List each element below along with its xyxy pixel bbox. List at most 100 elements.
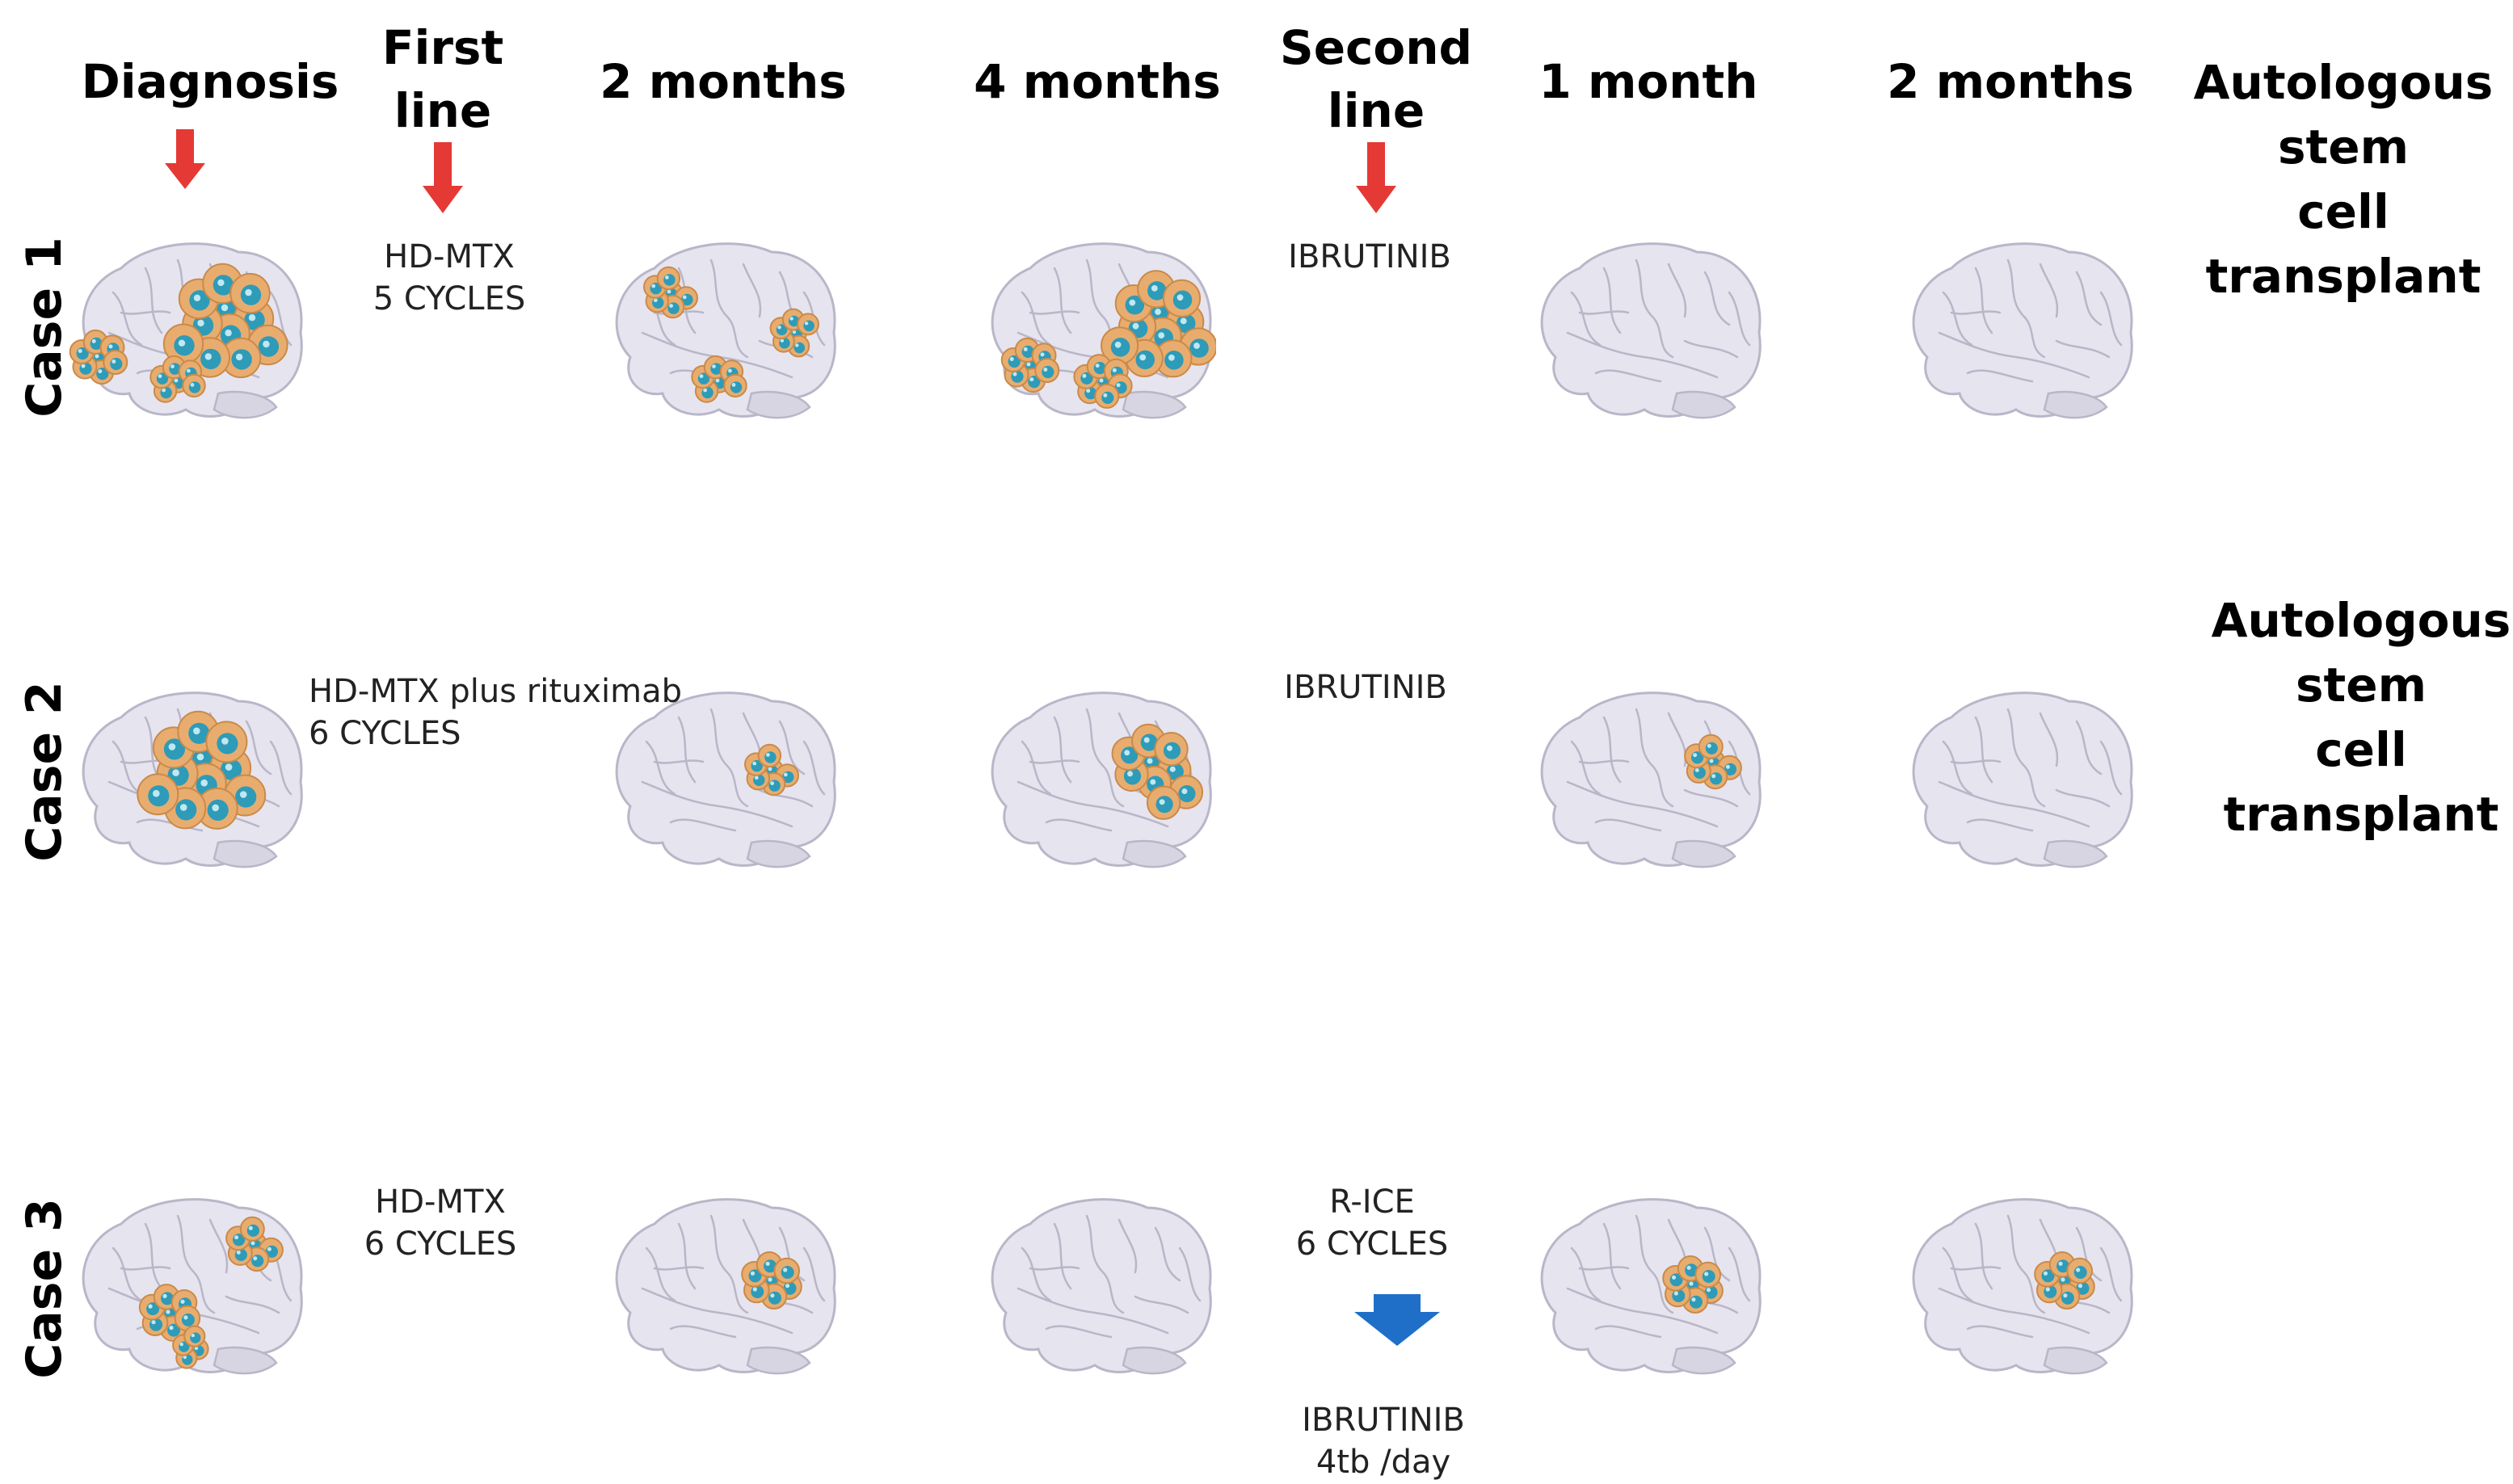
brain-case-1-timepoint-4-icon — [1540, 242, 1762, 419]
cerebellum — [213, 1346, 278, 1375]
sulcus-line — [1594, 1325, 1662, 1339]
brain-case-3-timepoint-5-icon — [1912, 1198, 2133, 1375]
sulcus-line — [269, 291, 293, 347]
tumor-cell — [2066, 1257, 2093, 1284]
sulcus-line — [245, 720, 272, 776]
tumor-cell — [239, 1216, 265, 1242]
header-4-months: 4 months — [974, 54, 1221, 109]
sulcus-line — [1974, 1222, 1993, 1290]
sulcus-line — [677, 1222, 697, 1290]
sulcus-line — [709, 259, 749, 359]
sulcus-line — [2039, 712, 2059, 767]
brain-case-3-timepoint-4-icon — [1540, 1198, 1762, 1375]
brain-case-1-timepoint-3-icon — [991, 242, 1216, 419]
sulcus-line — [176, 1214, 216, 1314]
cerebellum — [2043, 839, 2108, 868]
sulcus-line — [1566, 1287, 1719, 1335]
cerebellum — [2043, 1346, 2108, 1375]
tumor-cell — [220, 337, 262, 379]
red-arrow-first-line-icon — [423, 142, 463, 213]
header-second-line-2: line — [1327, 83, 1425, 138]
tumor-cell — [656, 266, 681, 291]
sulcus-line — [1566, 331, 1719, 379]
sulcus-line — [669, 818, 737, 832]
brain-case-2-timepoint-3-icon — [991, 692, 1212, 868]
sulcus-line — [653, 759, 705, 764]
sulcus-line — [1085, 708, 1125, 808]
sulcus-line — [1045, 818, 1113, 832]
brain-outline — [1912, 242, 2133, 418]
sulcus-line — [2099, 1246, 2123, 1302]
case-2-outcome-1: Autologous — [2211, 593, 2511, 648]
case-2-second-line-treatment: IBRUTINIB — [1284, 666, 1447, 708]
brain-outline — [1540, 242, 1762, 418]
header-1-month: 1 month — [1539, 54, 1758, 109]
brain-case-3-timepoint-3-icon — [991, 1198, 1212, 1375]
case-2-first-line-treatment: HD-MTX plus rituximab 6 CYCLES — [309, 671, 682, 755]
sulcus-line — [1950, 310, 2002, 315]
sulcus-line — [1602, 267, 1622, 334]
cerebellum — [1671, 390, 1736, 419]
sulcus-line — [112, 291, 143, 347]
tumor-cell — [182, 373, 206, 398]
sulcus-line — [1950, 759, 2002, 764]
sulcus-line — [1578, 310, 1630, 315]
tumor-cell — [773, 1257, 800, 1284]
sulcus-line — [1635, 708, 1674, 808]
sulcus-line — [1578, 759, 1630, 764]
sulcus-line — [1566, 780, 1719, 828]
tumor-cell — [691, 364, 715, 389]
tumor-cell — [1154, 731, 1189, 767]
sulcus-line — [1053, 716, 1072, 784]
sulcus-line — [1938, 331, 2090, 379]
tumor-cell — [1694, 1261, 1721, 1289]
sulcus-line — [1154, 1226, 1181, 1282]
blue-arrow-down-icon — [1354, 1294, 1440, 1346]
sulcus-line — [2055, 339, 2111, 359]
header-2-months-b: 2 months — [1887, 54, 2134, 109]
sulcus-line — [653, 1266, 705, 1271]
sulcus-line — [1635, 1214, 1674, 1314]
sulcus-line — [1029, 1266, 1080, 1271]
case-1-second-line-drug: IBRUTINIB — [1288, 238, 1451, 275]
sulcus-line — [2099, 740, 2123, 796]
tumor-cell — [205, 721, 248, 763]
case-2-first-line-cycles: 6 CYCLES — [309, 715, 461, 752]
sulcus-line — [208, 1218, 229, 1274]
case-1-first-line-cycles: 5 CYCLES — [373, 280, 526, 317]
case-1-first-line-drug: HD-MTX — [384, 238, 515, 275]
cerebellum — [1122, 1346, 1187, 1375]
cerebellum — [2043, 390, 2108, 419]
brain-case-3-timepoint-1-icon — [82, 1198, 303, 1375]
cerebellum — [213, 839, 278, 868]
sulcus-line — [1683, 339, 1739, 359]
case-3-second-line-drug: R-ICE — [1329, 1183, 1415, 1221]
tumor-cell — [1146, 785, 1181, 820]
cerebellum — [213, 390, 278, 419]
brain-case-3-timepoint-2-icon — [615, 1198, 836, 1375]
sulcus-line — [669, 1325, 737, 1339]
brain-case-2-timepoint-4-icon — [1540, 692, 1762, 868]
sulcus-line — [1974, 267, 1993, 334]
tumor-cell — [1162, 279, 1202, 317]
sulcus-line — [2006, 708, 2046, 808]
sulcus-line — [1029, 759, 1080, 764]
tumor-cell — [1154, 339, 1193, 378]
brain-outline — [991, 1198, 1212, 1373]
sulcus-line — [1053, 267, 1072, 334]
sulcus-line — [645, 1246, 676, 1302]
red-arrow-diagnosis-icon — [165, 129, 205, 189]
sulcus-line — [1966, 1325, 2034, 1339]
sulcus-line — [1703, 271, 1731, 326]
tumor-cell — [1094, 383, 1120, 409]
header-first-line-2: line — [394, 83, 492, 138]
sulcus-line — [778, 1226, 806, 1282]
sulcus-line — [1635, 259, 1674, 359]
tumor-cell — [103, 350, 128, 375]
sulcus-line — [709, 708, 749, 808]
sulcus-line — [1594, 369, 1662, 383]
tumor-cell — [1034, 358, 1060, 383]
tumor-cell — [723, 373, 747, 398]
tumor-cell — [756, 1251, 783, 1278]
case-3-second-line-treatment: R-ICE 6 CYCLES — [1296, 1181, 1449, 1265]
